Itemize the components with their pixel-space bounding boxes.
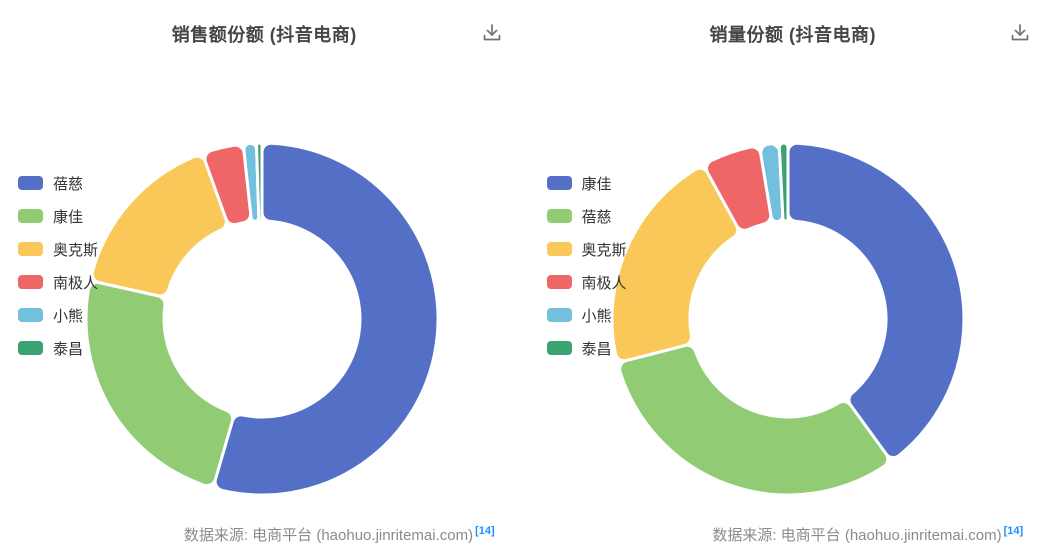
pie-slice-蓓慈[interactable] — [213, 141, 440, 497]
pie-slice-奥克斯[interactable] — [90, 154, 228, 298]
pie-slice-泰昌[interactable] — [255, 141, 264, 223]
donut-chart — [610, 141, 965, 497]
legend-item-奥克斯[interactable]: 奥克斯 — [18, 242, 98, 259]
legend-marker-icon — [546, 209, 572, 223]
download-button[interactable] — [1009, 22, 1031, 44]
legend: 蓓慈康佳奥克斯南极人小熊泰昌 — [18, 176, 98, 374]
legend-item-南极人[interactable]: 南极人 — [18, 275, 98, 292]
legend-label: 泰昌 — [581, 340, 612, 358]
chart-title: 销售额份额 (抖音电商) — [171, 25, 357, 45]
chart-title: 销量份额 (抖音电商) — [709, 25, 876, 45]
legend-item-蓓慈[interactable]: 蓓慈 — [546, 209, 627, 226]
pie-slice-泰昌[interactable] — [777, 141, 789, 223]
legend-marker-icon — [546, 176, 572, 190]
legend-item-小熊[interactable]: 小熊 — [546, 308, 627, 325]
sales-share-chart-panel: 销售额份额 (抖音电商) 蓓慈康佳奥克斯南极人小熊泰昌 数据来源: 电商平台 (… — [0, 22, 529, 545]
legend-label: 小熊 — [53, 307, 84, 325]
source-text: 数据来源: 电商平台 (haohuo.jinritemai.com) — [712, 527, 1002, 544]
legend-label: 泰昌 — [53, 340, 84, 358]
data-source: 数据来源: 电商平台 (haohuo.jinritemai.com) [14] — [529, 524, 1057, 545]
citation-link[interactable]: [14] — [475, 525, 495, 537]
legend-item-南极人[interactable]: 南极人 — [546, 275, 627, 292]
legend-item-泰昌[interactable]: 泰昌 — [18, 341, 98, 358]
legend-item-康佳[interactable]: 康佳 — [546, 176, 627, 193]
volume-share-chart-panel: 销量份额 (抖音电商) 康佳蓓慈奥克斯南极人小熊泰昌 数据来源: 电商平台 (h… — [529, 0, 1057, 560]
legend-label: 南极人 — [581, 274, 627, 292]
citation-link[interactable]: [14] — [1003, 525, 1024, 537]
legend-marker-icon — [546, 275, 572, 289]
legend-label: 奥克斯 — [53, 241, 99, 259]
legend-marker-icon — [18, 275, 43, 289]
download-icon — [483, 24, 500, 41]
legend-item-奥克斯[interactable]: 奥克斯 — [546, 242, 627, 259]
download-button[interactable] — [481, 22, 503, 44]
legend-label: 蓓慈 — [53, 175, 84, 193]
legend-label: 康佳 — [53, 208, 84, 226]
legend-label: 康佳 — [581, 175, 612, 193]
legend-item-泰昌[interactable]: 泰昌 — [546, 341, 627, 358]
legend-marker-icon — [18, 209, 43, 223]
legend-label: 小熊 — [581, 307, 612, 325]
legend-label: 蓓慈 — [581, 208, 612, 226]
legend-item-小熊[interactable]: 小熊 — [18, 308, 98, 325]
data-source: 数据来源: 电商平台 (haohuo.jinritemai.com) [14] — [0, 524, 529, 545]
legend-label: 南极人 — [53, 274, 99, 292]
legend-marker-icon — [546, 308, 572, 322]
legend-marker-icon — [18, 341, 43, 355]
legend-item-蓓慈[interactable]: 蓓慈 — [18, 176, 98, 193]
pie-slice-蓓慈[interactable] — [617, 343, 889, 497]
download-icon — [1011, 24, 1029, 41]
legend-label: 奥克斯 — [581, 241, 627, 259]
donut-chart — [84, 141, 440, 497]
legend-item-康佳[interactable]: 康佳 — [18, 209, 98, 226]
legend-marker-icon — [546, 341, 572, 355]
pie-slice-康佳[interactable] — [786, 141, 965, 460]
pie-slice-奥克斯[interactable] — [610, 166, 739, 363]
source-text: 数据来源: 电商平台 (haohuo.jinritemai.com) — [183, 527, 474, 544]
legend-marker-icon — [546, 242, 572, 256]
legend-marker-icon — [18, 176, 43, 190]
legend-marker-icon — [18, 242, 43, 256]
pie-slice-康佳[interactable] — [84, 280, 235, 488]
legend: 康佳蓓慈奥克斯南极人小熊泰昌 — [546, 176, 627, 374]
legend-marker-icon — [18, 308, 43, 322]
